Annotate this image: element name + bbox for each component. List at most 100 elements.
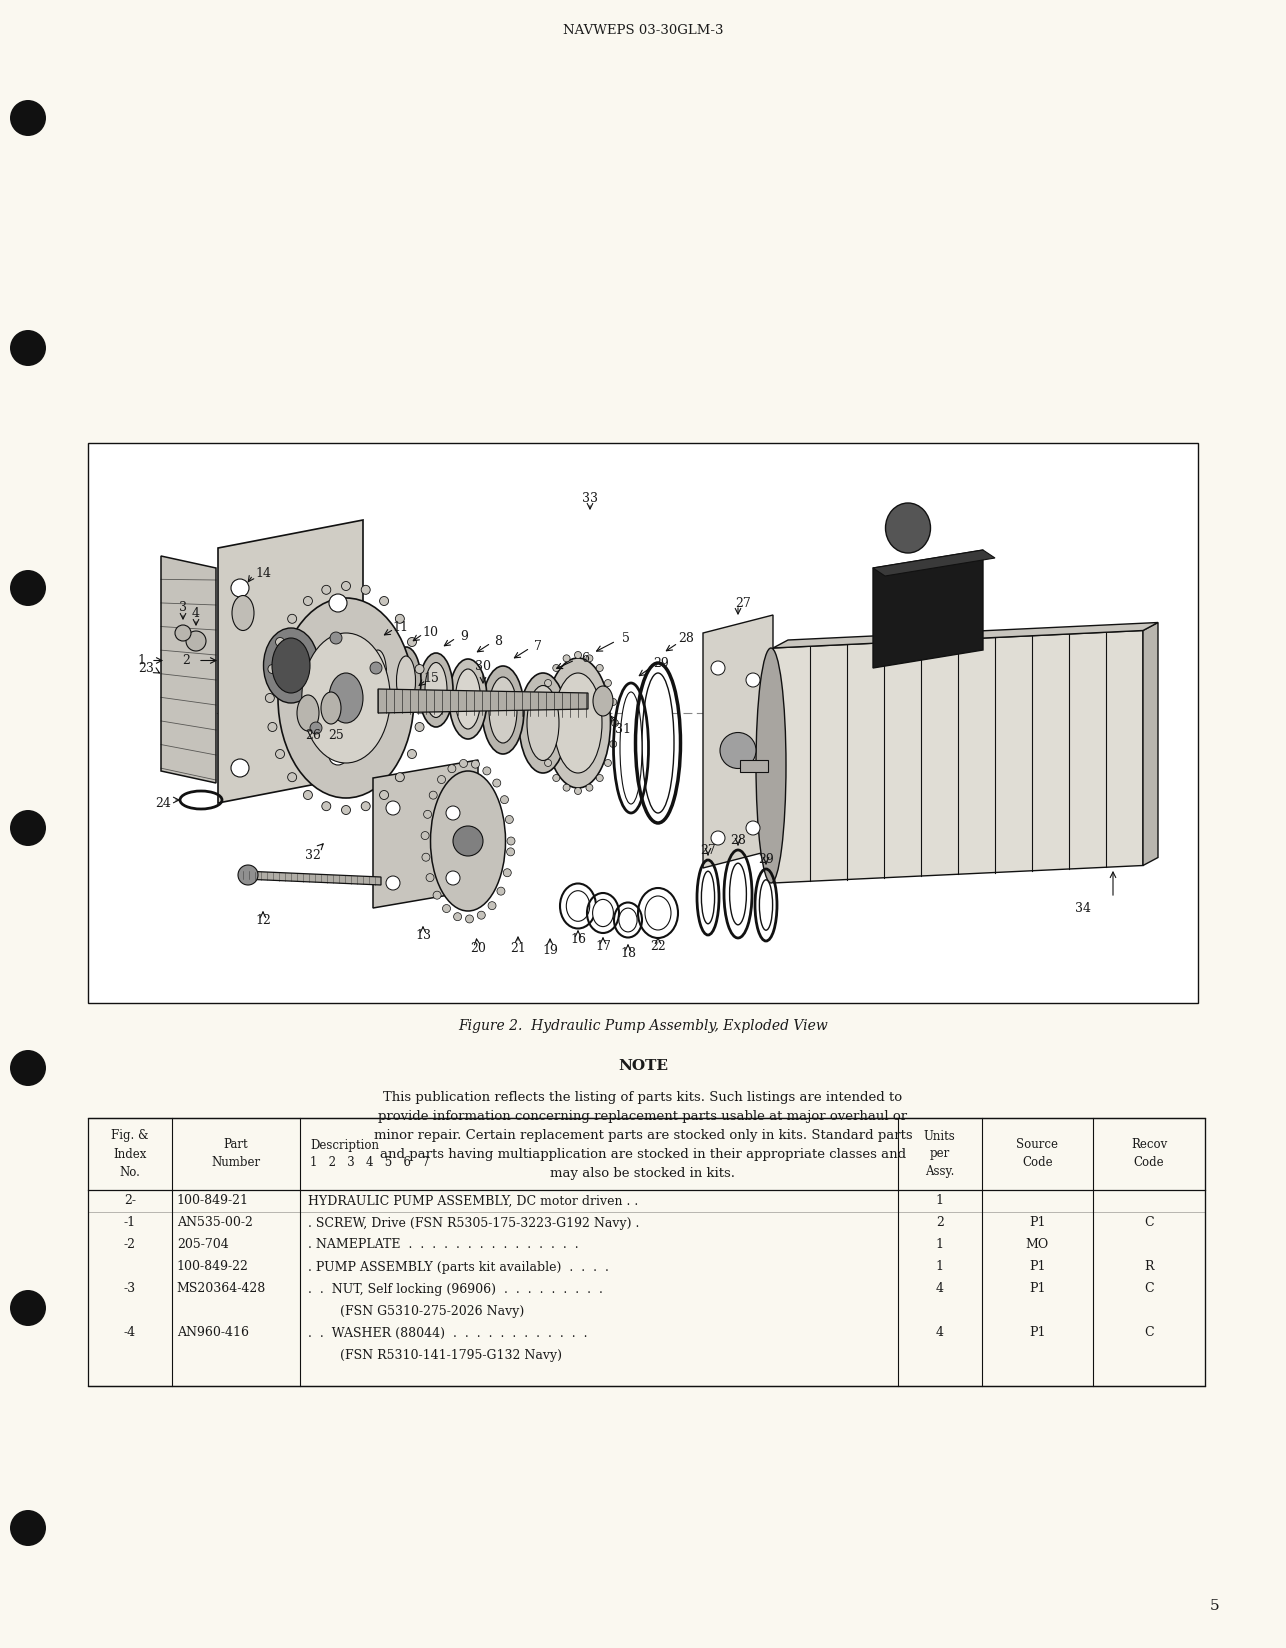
Text: 16: 16 [570,933,586,946]
Polygon shape [243,872,381,885]
Circle shape [711,831,725,845]
Polygon shape [773,631,1143,883]
Text: 1: 1 [138,654,145,667]
Ellipse shape [329,672,363,723]
Circle shape [408,638,417,646]
Ellipse shape [886,503,931,554]
Circle shape [553,664,559,671]
Text: NOTE: NOTE [619,1060,667,1073]
Circle shape [370,662,382,674]
Text: This publication reflects the listing of parts kits. Such listings are intended : This publication reflects the listing of… [383,1091,903,1104]
Polygon shape [1143,623,1157,865]
Circle shape [275,638,284,646]
Text: 21: 21 [511,941,526,954]
Text: 18: 18 [620,946,637,959]
Text: 34: 34 [1075,901,1091,915]
Polygon shape [873,550,983,667]
Ellipse shape [364,643,391,704]
Ellipse shape [482,666,523,755]
Circle shape [288,615,297,623]
Circle shape [342,582,351,590]
Text: 33: 33 [583,491,598,504]
Text: 22: 22 [651,939,666,953]
Circle shape [329,747,347,765]
Text: 11: 11 [392,621,408,633]
Text: 13: 13 [415,928,431,941]
Ellipse shape [455,669,481,728]
Text: Figure 2.  Hydraulic Pump Assembly, Exploded View: Figure 2. Hydraulic Pump Assembly, Explo… [458,1018,828,1033]
Text: 9: 9 [460,630,468,643]
Circle shape [446,806,460,821]
Ellipse shape [760,880,773,929]
Circle shape [544,679,552,687]
Circle shape [303,597,312,605]
Text: 28: 28 [678,631,694,644]
Circle shape [267,722,276,732]
Text: 4: 4 [192,606,201,620]
Circle shape [379,791,388,799]
Circle shape [238,865,258,885]
Text: 17: 17 [595,939,611,953]
Ellipse shape [489,677,517,743]
Circle shape [466,915,473,923]
Text: P1: P1 [1029,1327,1046,1340]
Circle shape [322,585,331,595]
Circle shape [10,1510,46,1546]
Text: P1: P1 [1029,1216,1046,1229]
Circle shape [303,791,312,799]
Ellipse shape [431,771,505,911]
Text: 2: 2 [183,654,190,667]
Text: . NAMEPLATE  .  .  .  .  .  .  .  .  .  .  .  .  .  .  .: . NAMEPLATE . . . . . . . . . . . . . . … [309,1239,579,1251]
Text: provide information concerning replacement parts usable at major overhaul or: provide information concerning replaceme… [378,1111,908,1122]
Circle shape [231,578,249,597]
Text: 1: 1 [936,1261,944,1274]
Text: . PUMP ASSEMBLY (parts kit available)  .  .  .  .: . PUMP ASSEMBLY (parts kit available) . … [309,1261,610,1274]
Bar [87,1117,1205,1386]
Text: 3: 3 [179,600,186,613]
Text: 14: 14 [255,567,271,580]
Text: 32: 32 [305,849,322,862]
Circle shape [342,806,351,814]
Circle shape [433,892,441,900]
Circle shape [442,905,450,913]
Circle shape [10,1050,46,1086]
Text: -3: -3 [123,1282,136,1295]
Text: 100-849-21: 100-849-21 [176,1195,248,1208]
Text: Recov
Code: Recov Code [1130,1139,1168,1170]
Circle shape [544,760,552,766]
Text: 25: 25 [328,728,343,742]
Ellipse shape [620,692,642,804]
Ellipse shape [391,648,421,715]
Polygon shape [373,760,478,908]
Circle shape [10,330,46,366]
Circle shape [175,625,192,641]
Circle shape [10,1290,46,1327]
Text: 19: 19 [543,944,558,956]
Circle shape [507,847,514,855]
Text: 4: 4 [936,1282,944,1295]
Text: 8: 8 [494,634,502,648]
Ellipse shape [729,864,746,925]
Text: C: C [1145,1216,1154,1229]
Circle shape [496,887,505,895]
Circle shape [746,672,760,687]
Bar [87,443,1199,1004]
Circle shape [612,720,619,727]
Polygon shape [161,555,216,783]
Text: R: R [1145,1261,1154,1274]
Text: 28: 28 [730,834,746,847]
Text: -2: -2 [123,1239,136,1251]
Circle shape [386,801,400,816]
Text: 15: 15 [423,671,439,684]
Text: -1: -1 [123,1216,136,1229]
Text: .  .  NUT, Self locking (96906)  .  .  .  .  .  .  .  .  .: . . NUT, Self locking (96906) . . . . . … [309,1282,603,1295]
Circle shape [746,821,760,836]
Text: . SCREW, Drive (FSN R5305-175-3223-G192 Navy) .: . SCREW, Drive (FSN R5305-175-3223-G192 … [309,1216,639,1229]
Circle shape [604,760,611,766]
Circle shape [422,854,430,862]
Circle shape [454,913,462,921]
Ellipse shape [756,648,786,883]
Circle shape [489,901,496,910]
Circle shape [231,760,249,776]
Circle shape [563,654,570,662]
